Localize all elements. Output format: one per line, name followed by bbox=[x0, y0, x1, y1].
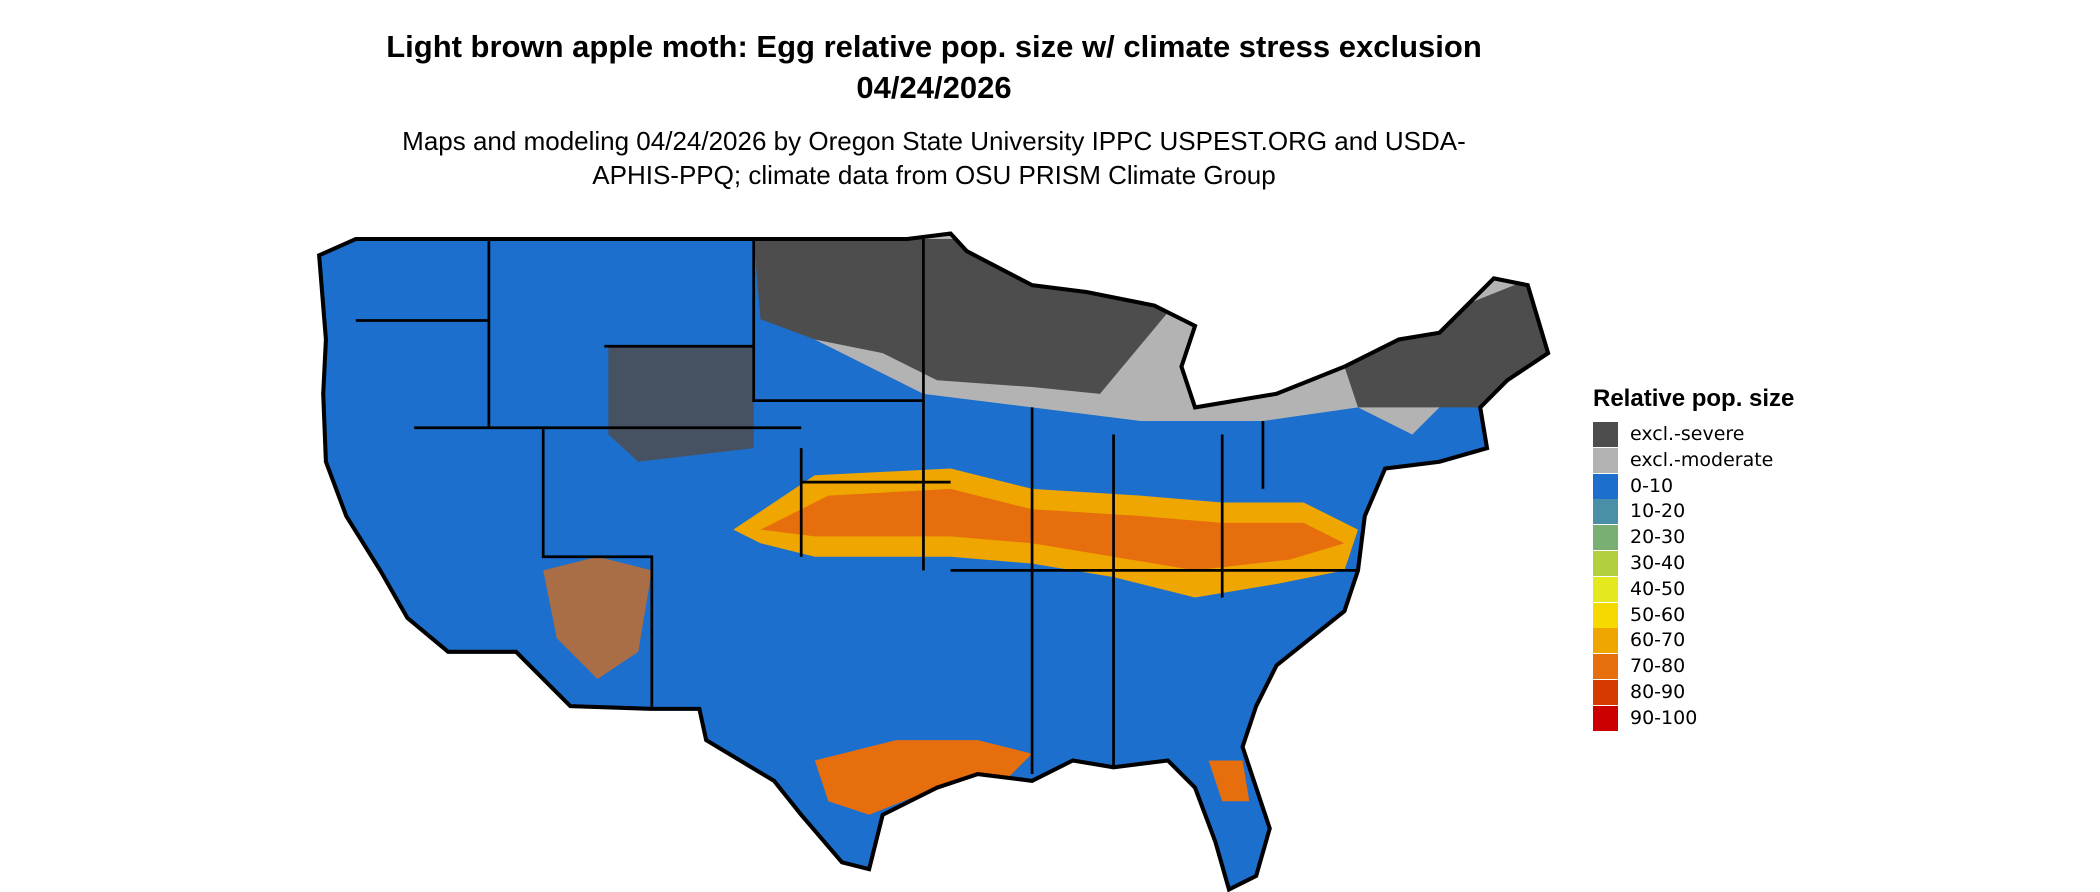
region bbox=[543, 556, 652, 679]
subtitle: Maps and modeling 04/24/2026 by Oregon S… bbox=[402, 126, 1466, 190]
state-borders bbox=[355, 239, 1359, 775]
region bbox=[814, 740, 1033, 815]
legend-swatch bbox=[1593, 654, 1618, 680]
legend-label: excl.-severe bbox=[1630, 423, 1745, 445]
legend-title: Relative pop. size bbox=[1593, 385, 1795, 412]
legend-swatch bbox=[1593, 551, 1618, 576]
legend-swatch bbox=[1593, 628, 1618, 654]
legend-swatch bbox=[1593, 499, 1618, 525]
legend-label: 20-30 bbox=[1630, 526, 1686, 549]
title: Light brown apple moth: Egg relative pop… bbox=[386, 29, 1482, 105]
legend-swatch bbox=[1593, 447, 1618, 473]
legend-swatch bbox=[1593, 602, 1618, 628]
legend-swatch bbox=[1593, 680, 1618, 705]
legend-label: 40-50 bbox=[1630, 577, 1686, 600]
legend-label: 90-100 bbox=[1630, 706, 1698, 729]
legend-label: 10-20 bbox=[1630, 500, 1686, 523]
legend-swatch bbox=[1593, 525, 1618, 551]
legend-label: 0-10 bbox=[1630, 474, 1674, 497]
legend-swatch bbox=[1593, 576, 1618, 602]
legend-label: 80-90 bbox=[1630, 681, 1686, 703]
legend-label: 70-80 bbox=[1630, 655, 1686, 678]
region bbox=[608, 346, 754, 462]
legend-label: 60-70 bbox=[1630, 629, 1686, 652]
region bbox=[760, 488, 1345, 571]
legend-swatch bbox=[1593, 422, 1618, 447]
legend-label: 30-40 bbox=[1630, 552, 1686, 574]
region bbox=[1208, 760, 1250, 802]
legend-label: excl.-moderate bbox=[1630, 448, 1774, 471]
legend-swatch bbox=[1593, 705, 1618, 731]
map-body bbox=[272, 217, 1576, 892]
us-map bbox=[0, 0, 1580, 892]
legend-swatch bbox=[1593, 473, 1618, 499]
region bbox=[1344, 271, 1549, 408]
legend-label: 50-60 bbox=[1630, 603, 1686, 626]
